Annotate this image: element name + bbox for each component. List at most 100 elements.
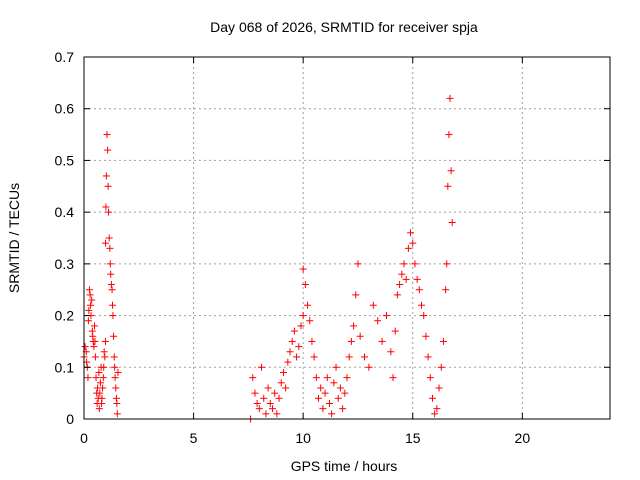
- x-tick-label: 0: [80, 430, 88, 446]
- data-point: [253, 399, 261, 407]
- data-point: [299, 312, 307, 320]
- data-point: [306, 317, 314, 325]
- data-point: [361, 353, 369, 361]
- data-point: [288, 337, 296, 345]
- data-point: [428, 394, 436, 402]
- data-point: [411, 260, 419, 268]
- data-point: [319, 405, 327, 413]
- data-point: [433, 405, 441, 413]
- data-point: [365, 363, 373, 371]
- data-point: [271, 389, 279, 397]
- data-point: [426, 374, 434, 382]
- data-point: [350, 322, 358, 330]
- grid-layer: [84, 57, 610, 419]
- data-point: [91, 353, 99, 361]
- data-point: [398, 270, 406, 278]
- data-point: [293, 353, 301, 361]
- data-point: [347, 337, 355, 345]
- data-point: [393, 291, 401, 299]
- data-point: [84, 317, 92, 325]
- data-point: [105, 234, 113, 242]
- data-point: [295, 343, 303, 351]
- data-point: [277, 379, 285, 387]
- data-point: [99, 384, 107, 392]
- data-point: [275, 394, 283, 402]
- y-tick-label: 0.7: [55, 49, 75, 65]
- data-point: [110, 353, 118, 361]
- data-point: [110, 332, 118, 340]
- y-tick-label: 0.2: [55, 308, 75, 324]
- data-point: [308, 337, 316, 345]
- data-point: [299, 265, 307, 273]
- data-point: [402, 275, 410, 283]
- data-point: [400, 260, 408, 268]
- plot-frame: [83, 56, 611, 420]
- data-point: [435, 384, 443, 392]
- data-point: [85, 286, 93, 294]
- data-point: [391, 327, 399, 335]
- plot-frame-layer: [83, 56, 611, 420]
- y-tick-label: 0.4: [55, 204, 75, 220]
- y-tick-label: 0.6: [55, 101, 75, 117]
- data-point: [420, 312, 428, 320]
- data-point: [422, 332, 430, 340]
- data-point: [87, 301, 95, 309]
- data-point: [249, 374, 257, 382]
- y-tick-label: 0.1: [55, 359, 75, 375]
- data-point: [251, 389, 259, 397]
- data-point: [448, 218, 456, 226]
- data-point: [297, 322, 305, 330]
- data-point: [424, 353, 432, 361]
- x-tick-label: 10: [295, 430, 311, 446]
- data-point: [356, 332, 364, 340]
- data-point: [264, 384, 272, 392]
- data-point: [369, 301, 377, 309]
- data-point: [107, 270, 115, 278]
- data-point: [114, 368, 122, 376]
- data-point: [325, 399, 333, 407]
- x-tick-label: 20: [515, 430, 531, 446]
- data-point: [96, 389, 104, 397]
- data-point: [321, 389, 329, 397]
- data-point: [378, 337, 386, 345]
- data-point: [99, 374, 107, 382]
- data-point: [81, 343, 89, 351]
- data-point: [290, 327, 298, 335]
- data-point: [446, 94, 454, 102]
- data-point: [431, 410, 439, 418]
- data-point: [90, 343, 98, 351]
- data-point: [332, 363, 340, 371]
- data-point: [442, 286, 450, 294]
- data-point: [111, 363, 119, 371]
- data-point: [98, 394, 106, 402]
- data-point: [100, 363, 108, 371]
- ticks-layer: 0 5 10 15 20 0 0.1 0.2 0.3 0.4 0.5 0.6 0.7: [55, 49, 610, 446]
- data-point: [103, 131, 111, 139]
- data-point: [113, 410, 121, 418]
- data-point: [260, 394, 268, 402]
- data-point: [444, 182, 452, 190]
- data-point: [445, 131, 453, 139]
- data-point: [86, 291, 94, 299]
- y-axis-label: SRMTID / TECUs: [6, 183, 22, 293]
- data-point: [273, 410, 281, 418]
- data-point: [100, 348, 108, 356]
- data-point: [323, 374, 331, 382]
- data-point: [345, 353, 353, 361]
- data-point: [341, 389, 349, 397]
- data-point: [106, 260, 114, 268]
- data-point: [396, 281, 404, 289]
- data-point: [107, 281, 115, 289]
- data-point: [354, 260, 362, 268]
- data-point: [413, 275, 421, 283]
- data-point: [101, 239, 109, 247]
- data-point: [339, 405, 347, 413]
- data-point: [108, 301, 116, 309]
- data-point: [101, 337, 109, 345]
- data-point: [258, 363, 266, 371]
- y-tick-label: 0: [66, 411, 74, 427]
- data-point: [95, 405, 103, 413]
- data-point: [109, 312, 117, 320]
- data-point: [106, 244, 114, 252]
